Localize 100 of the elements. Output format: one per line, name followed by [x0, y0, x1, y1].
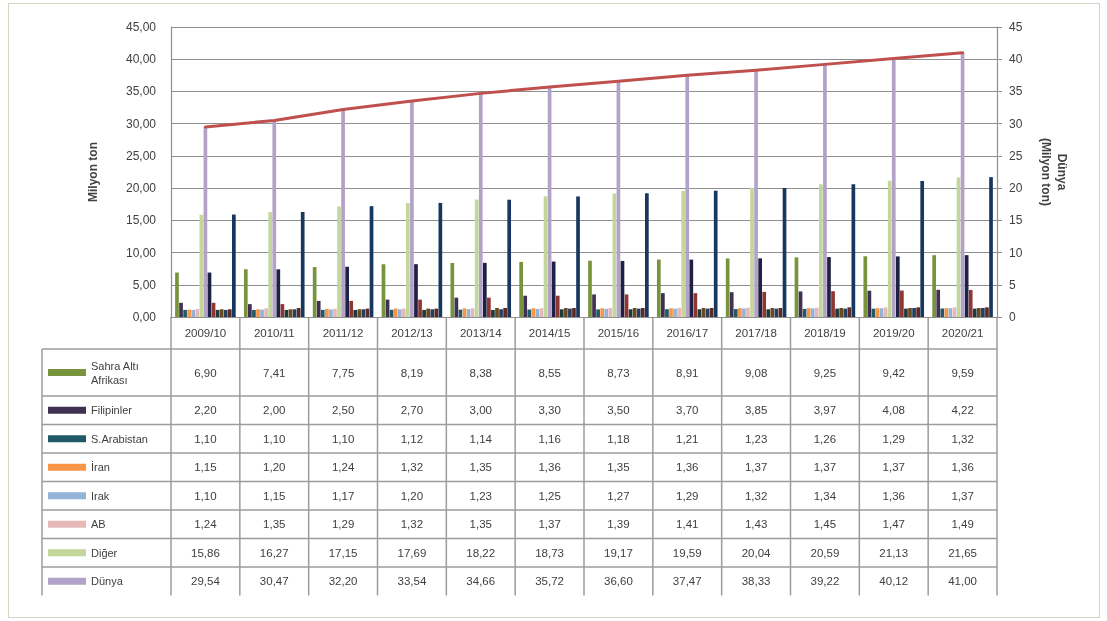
legend-label: S.Arabistan	[91, 432, 148, 445]
data-label: 1,15	[263, 489, 286, 502]
bar	[187, 309, 192, 317]
data-label: 21,65	[948, 546, 977, 559]
bar	[410, 100, 414, 317]
bar	[243, 269, 248, 317]
data-label: 1,24	[194, 518, 218, 531]
bar	[430, 309, 435, 317]
y2-axis-title: Dünya (Milyon ton)	[1039, 138, 1069, 206]
data-label: 1,41	[676, 518, 699, 531]
bar	[758, 258, 762, 317]
data-label: 8,91	[676, 366, 699, 379]
bar	[843, 308, 848, 317]
bar	[835, 308, 839, 317]
y-tick-label: 45,00	[125, 20, 157, 34]
bar	[665, 309, 669, 317]
legend-label: Filipinler	[91, 404, 133, 417]
x-tick-label: 2017/18	[735, 327, 777, 339]
data-label: 1,37	[813, 461, 837, 474]
bar	[742, 308, 746, 317]
data-label: 19,17	[604, 546, 633, 559]
y2-tick-label: 5	[1009, 277, 1016, 292]
y2-tick-label: 30	[1009, 116, 1023, 131]
data-label: 1,35	[469, 518, 492, 531]
bar	[418, 299, 422, 317]
data-label: 1,29	[331, 518, 355, 531]
bar	[487, 297, 491, 317]
bar	[195, 309, 200, 317]
data-label: 1,36	[951, 461, 974, 474]
bar	[179, 302, 183, 317]
bar	[985, 307, 989, 317]
data-label: 1,39	[607, 518, 630, 531]
y2-tick-label: 25	[1009, 148, 1023, 163]
y-axis-title: Milyon ton	[86, 142, 100, 202]
data-label: 1,32	[400, 518, 424, 531]
bar	[478, 93, 483, 317]
bar	[810, 308, 815, 317]
y-tick-label: 40,00	[125, 52, 157, 67]
bar	[900, 290, 904, 317]
data-label: 7,41	[263, 366, 286, 379]
bar	[685, 75, 690, 317]
data-label: 1,37	[951, 489, 974, 502]
y2-tick-label: 0	[1009, 310, 1016, 324]
bar	[401, 308, 406, 317]
data-label: 7,75	[331, 366, 355, 379]
data-label: 19,59	[672, 546, 702, 559]
data-label: 17,69	[397, 546, 427, 559]
bar	[272, 120, 277, 317]
bar	[968, 289, 973, 317]
data-label: 20,59	[810, 546, 840, 559]
bar	[499, 309, 503, 317]
bar	[341, 109, 345, 317]
data-label: 36,60	[604, 575, 633, 588]
bar	[268, 212, 273, 317]
bar	[729, 292, 734, 317]
bar	[406, 203, 410, 317]
data-label: 8,19	[400, 366, 424, 379]
data-label: 1,47	[882, 518, 905, 531]
bar	[608, 308, 613, 317]
y-tick-label: 35,00	[125, 84, 157, 99]
y2-tick-label: 10	[1009, 245, 1023, 260]
bar	[754, 69, 758, 317]
bar	[596, 309, 600, 317]
data-label: 1,37	[744, 461, 768, 474]
bar	[264, 308, 268, 317]
bar	[981, 307, 985, 317]
bar	[656, 259, 661, 317]
data-label: 17,15	[328, 546, 358, 559]
data-label: 20,04	[741, 546, 772, 559]
bar	[219, 309, 224, 317]
y2-tick-label: 20	[1009, 181, 1023, 196]
bar	[669, 308, 673, 317]
data-label: 1,35	[263, 518, 286, 531]
bar	[891, 58, 896, 317]
data-label: 41,00	[948, 575, 977, 588]
bar	[823, 64, 827, 317]
bar	[920, 181, 925, 317]
data-label: 32,20	[328, 575, 358, 588]
bar	[527, 309, 532, 317]
data-label: 18,22	[466, 546, 496, 559]
bar	[227, 309, 232, 317]
bar	[495, 307, 499, 317]
data-label: 8,73	[607, 366, 630, 379]
bar	[673, 308, 677, 317]
bar	[329, 309, 333, 317]
bar	[568, 308, 572, 317]
bar	[863, 256, 868, 317]
bar	[770, 307, 775, 317]
bar	[426, 308, 431, 317]
data-label: 3,70	[676, 404, 699, 417]
data-label: 1,32	[951, 432, 974, 445]
y2-tick-label: 15	[1009, 213, 1023, 228]
data-label: 29,54	[191, 575, 221, 588]
bar	[972, 308, 977, 317]
data-label: 18,73	[535, 546, 564, 559]
bar	[588, 260, 592, 317]
data-label: 1,18	[607, 432, 630, 445]
y-tick-label: 15,00	[125, 213, 157, 228]
data-label: 1,10	[331, 432, 355, 445]
y2-tick-label: 35	[1009, 84, 1023, 99]
